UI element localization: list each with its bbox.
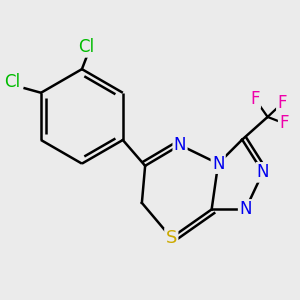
Text: N: N [174, 136, 186, 154]
Text: N: N [256, 163, 269, 181]
Text: F: F [250, 90, 260, 108]
Text: F: F [278, 94, 287, 112]
Text: N: N [212, 154, 224, 172]
Text: N: N [239, 200, 252, 218]
Text: S: S [166, 229, 177, 247]
Text: Cl: Cl [4, 73, 20, 91]
Text: Cl: Cl [78, 38, 94, 56]
Text: F: F [279, 114, 289, 132]
